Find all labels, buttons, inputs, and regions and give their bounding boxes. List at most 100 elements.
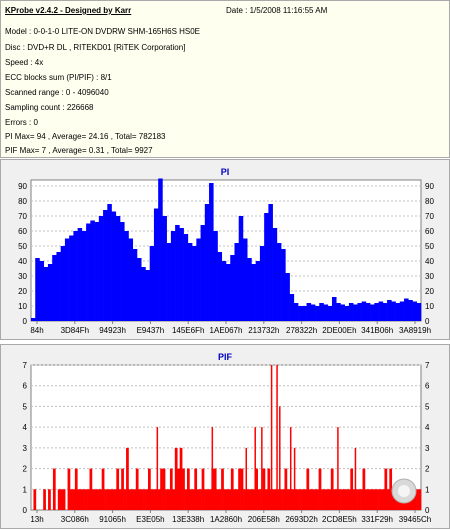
pi-y-tick-label-right: 30 bbox=[425, 272, 434, 281]
pif-bar bbox=[143, 489, 146, 510]
pif-bar bbox=[121, 468, 124, 510]
pif-x-tick-label: 3C086h bbox=[61, 515, 89, 524]
pif-bar bbox=[57, 489, 61, 510]
pi-bar bbox=[187, 243, 193, 321]
pi-y-tick-label: 70 bbox=[18, 212, 27, 221]
pif-x-tick-label: 91065h bbox=[99, 515, 126, 524]
pi-y-tick-label: 10 bbox=[18, 302, 27, 311]
pi-bar bbox=[319, 303, 324, 321]
pif-chart: PIF 0 1 2 3 4 5 6 7 0 1 2 3 4 5 6 7 13h 3C086h 91065h E3E… bbox=[23, 352, 432, 524]
pi-bar bbox=[120, 222, 125, 321]
pi-bar bbox=[306, 303, 312, 321]
pif-y-tick-label: 7 bbox=[23, 361, 28, 370]
pif-spike bbox=[261, 427, 263, 510]
pif-bar bbox=[33, 489, 37, 510]
pif-bar bbox=[252, 489, 256, 510]
pif-y-tick-label: 0 bbox=[23, 506, 28, 515]
pi-bar bbox=[149, 246, 155, 321]
pif-bar bbox=[204, 489, 207, 510]
pif-bar bbox=[70, 489, 73, 510]
pi-bar bbox=[145, 270, 150, 321]
pif-bar bbox=[145, 489, 149, 510]
pif-bar bbox=[357, 489, 361, 510]
pif-bar bbox=[235, 489, 239, 510]
pi-bar bbox=[192, 246, 197, 321]
pi-bar bbox=[310, 304, 316, 321]
pi-bar bbox=[132, 249, 138, 321]
pif-bar bbox=[169, 468, 173, 510]
pif-bar bbox=[208, 489, 212, 510]
pif-bar bbox=[345, 489, 349, 510]
pif-bar bbox=[318, 468, 322, 510]
pif-bar bbox=[96, 489, 100, 510]
pi-bar bbox=[200, 225, 206, 321]
pi-bar bbox=[39, 261, 45, 321]
pif-bar bbox=[218, 489, 222, 510]
pif-bar bbox=[299, 489, 302, 510]
pi-bar bbox=[412, 301, 418, 321]
pi-bar bbox=[234, 243, 240, 321]
pif-bar bbox=[294, 489, 297, 510]
pif-chart-title: PIF bbox=[218, 352, 233, 362]
pif-bar bbox=[272, 489, 276, 510]
pif-bar bbox=[279, 489, 283, 510]
pif-bar bbox=[367, 489, 371, 510]
pif-spike bbox=[354, 447, 357, 510]
pi-bar bbox=[52, 255, 57, 321]
scan-date: Date : 1/5/2008 11:16:55 AM bbox=[226, 6, 328, 15]
pi-bar bbox=[361, 301, 367, 321]
pif-x-tick-label: 2693D2h bbox=[285, 515, 317, 524]
pif-bar bbox=[321, 489, 324, 510]
pi-y-tick-label: 80 bbox=[18, 197, 27, 206]
pi-bar bbox=[264, 213, 269, 321]
pi-bar bbox=[302, 306, 307, 321]
pif-bar bbox=[384, 468, 388, 510]
pi-bar bbox=[90, 220, 95, 321]
pif-bar bbox=[350, 468, 354, 510]
pi-bar bbox=[298, 306, 303, 321]
pif-bar bbox=[391, 489, 395, 510]
pif-bar bbox=[87, 489, 90, 510]
pif-y-tick-label-right: 1 bbox=[425, 485, 430, 494]
pif-bar bbox=[282, 489, 285, 510]
pif-bar bbox=[101, 468, 105, 510]
pif-bar bbox=[233, 489, 237, 510]
pi-bar bbox=[255, 261, 261, 321]
pi-bar bbox=[268, 204, 273, 321]
pif-bar bbox=[265, 489, 268, 510]
pif-bar bbox=[206, 489, 210, 510]
pif-x-tick-label: 1A2860h bbox=[210, 515, 242, 524]
pif-y-tick-label: 6 bbox=[23, 382, 28, 391]
pif-bar bbox=[140, 489, 144, 510]
pi-bar bbox=[31, 318, 36, 321]
pi-bar bbox=[238, 216, 244, 321]
pi-bar bbox=[276, 243, 282, 321]
pi-bar bbox=[56, 252, 61, 321]
pi-chart: PI 0 10 20 30 40 50 60 70 80 90 0 10 20 30 40 50 60 70 80… bbox=[18, 167, 434, 335]
pif-bar bbox=[333, 489, 336, 510]
pif-bar bbox=[308, 489, 312, 510]
pi-bar bbox=[153, 208, 159, 321]
pif-y-tick-label: 3 bbox=[23, 444, 28, 453]
pif-bar bbox=[157, 489, 161, 510]
pi-bar bbox=[370, 304, 375, 321]
pif-bar bbox=[165, 489, 168, 510]
pif-y-axis-left: 0 1 2 3 4 5 6 7 bbox=[23, 361, 28, 515]
pi-bar bbox=[374, 303, 379, 321]
pi-x-tick-label: 94923h bbox=[99, 326, 126, 335]
pi-bar bbox=[166, 243, 172, 321]
pi-bar bbox=[247, 258, 252, 321]
pif-bar bbox=[301, 489, 305, 510]
pif-bar bbox=[118, 489, 122, 510]
pi-bar bbox=[344, 306, 350, 321]
pi-bar bbox=[158, 178, 163, 321]
pi-bar bbox=[408, 300, 413, 321]
pif-bar bbox=[262, 468, 266, 510]
pif-bar bbox=[418, 489, 422, 510]
pif-bar bbox=[340, 489, 344, 510]
pif-spike bbox=[211, 427, 214, 510]
pi-bar bbox=[77, 228, 83, 321]
pif-bar bbox=[48, 489, 51, 510]
pif-y-tick-label: 1 bbox=[23, 485, 28, 494]
disc-line: Disc : DVD+R DL , RITEKD01 [RiTEK Corpor… bbox=[5, 43, 186, 52]
